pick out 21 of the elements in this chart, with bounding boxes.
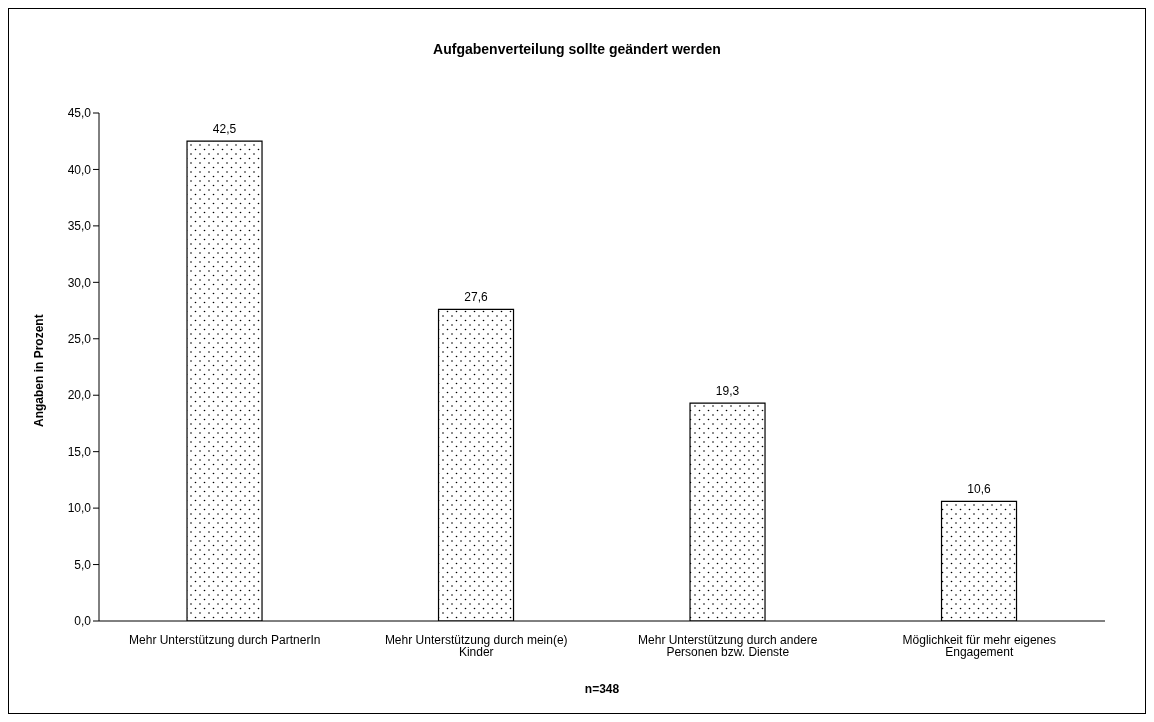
x-tick-label: Mehr Unterstützung durch mein(e) Kinder: [384, 632, 568, 659]
y-tick-label: 30,0: [67, 275, 92, 290]
y-tick-label: 25,0: [67, 332, 92, 347]
x-tick-label: Möglichkeit für mehr eigenes Engagement: [902, 632, 1056, 659]
x-tick-label: Mehr Unterstützung durch andere Personen bzw. Dienste: [638, 632, 818, 659]
y-tick-label: 20,0: [67, 388, 92, 403]
y-axis-title: Angaben in Prozent: [32, 314, 47, 427]
data-label: 27,6: [464, 290, 489, 305]
y-tick-label: 0,0: [74, 614, 92, 629]
x-axis-title: n=348: [584, 682, 620, 696]
data-label: 19,3: [715, 384, 740, 399]
y-tick-label: 45,0: [67, 106, 92, 121]
y-tick-label: 35,0: [67, 219, 92, 234]
chart-title: Aufgabenverteilung sollte geändert werden: [432, 40, 722, 59]
x-tick-label: Mehr Unterstützung durch PartnerIn: [129, 632, 321, 647]
data-label: 42,5: [212, 122, 237, 137]
y-tick-label: 10,0: [67, 501, 92, 516]
data-label: 10,6: [967, 482, 992, 497]
y-tick-label: 40,0: [67, 162, 92, 177]
y-tick-label: 5,0: [74, 557, 92, 572]
y-tick-label: 15,0: [67, 444, 92, 459]
